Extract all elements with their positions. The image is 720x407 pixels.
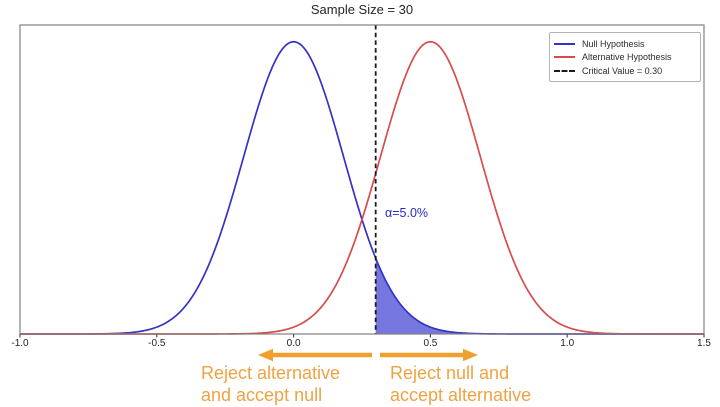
legend-label: Null Hypothesis — [582, 38, 645, 49]
x-tick-label: 0.5 — [423, 338, 438, 349]
null-hypothesis-curve — [20, 40, 704, 335]
reject-alternative-arrow-left — [258, 348, 372, 362]
reject-alternative-text: Reject alternative and accept null — [201, 362, 340, 406]
legend-item-alternative: Alternative Hypothesis — [554, 52, 696, 62]
x-tick-label: -1.0 — [11, 338, 29, 349]
alpha-annotation: α=5.0% — [385, 206, 429, 220]
reject-alternative-text-line2: and accept null — [201, 385, 323, 405]
alternative-hypothesis-curve — [20, 40, 704, 335]
legend-label: Alternative Hypothesis — [582, 52, 672, 62]
legend-item-null: Null Hypothesis — [554, 39, 696, 49]
x-tick-label: 0.0 — [286, 338, 301, 349]
legend-label: Critical Value = 0.30 — [582, 65, 663, 76]
critical-value-dashed-sample-icon — [554, 69, 575, 72]
reject-null-text: Reject null and accept alternative — [390, 362, 531, 406]
alternative-line-sample-icon — [554, 56, 575, 58]
reject-null-text-line1: Reject null and — [390, 363, 510, 383]
x-tick-label: 1.0 — [560, 338, 575, 349]
legend-item-critical-value: Critical Value = 0.30 — [554, 66, 696, 76]
reject-null-text-line2: accept alternative — [390, 385, 532, 405]
x-tick-label: -0.5 — [148, 338, 166, 349]
reject-null-arrow-right — [380, 348, 478, 362]
alpha-shaded-region — [375, 258, 704, 334]
plot-border — [19, 24, 705, 335]
null-line-sample-icon — [554, 42, 575, 45]
chart-title: Sample Size = 30 — [310, 2, 414, 17]
legend: Null Hypothesis Alternative Hypothesis C… — [549, 32, 701, 82]
x-tick-label: 1.5 — [697, 338, 711, 349]
reject-alternative-text-line1: Reject alternative — [201, 363, 341, 383]
